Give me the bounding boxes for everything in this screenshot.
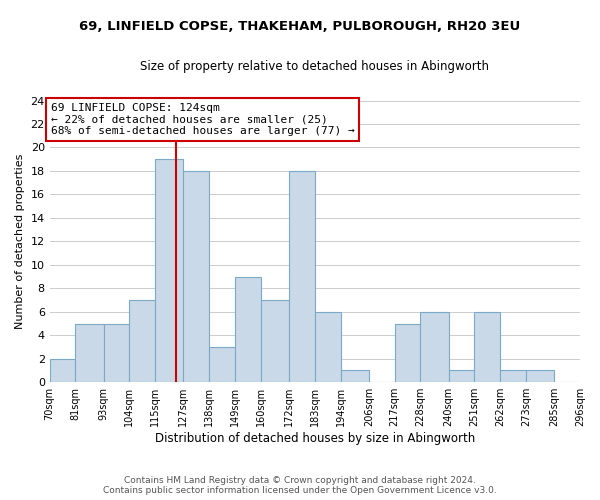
X-axis label: Distribution of detached houses by size in Abingworth: Distribution of detached houses by size … (155, 432, 475, 445)
Bar (209, 347, 235, 382)
Bar (341, 370, 369, 382)
Bar (155, 159, 184, 382)
Bar (421, 312, 449, 382)
Bar (315, 312, 341, 382)
Bar (500, 370, 526, 382)
Bar (289, 171, 315, 382)
Bar (475, 312, 500, 382)
Bar (395, 324, 421, 382)
Bar (130, 300, 155, 382)
Bar (104, 324, 130, 382)
Bar (184, 171, 209, 382)
Y-axis label: Number of detached properties: Number of detached properties (15, 154, 25, 329)
Text: 69, LINFIELD COPSE, THAKEHAM, PULBOROUGH, RH20 3EU: 69, LINFIELD COPSE, THAKEHAM, PULBOROUGH… (79, 20, 521, 33)
Title: Size of property relative to detached houses in Abingworth: Size of property relative to detached ho… (140, 60, 490, 73)
Text: 69 LINFIELD COPSE: 124sqm
← 22% of detached houses are smaller (25)
68% of semi-: 69 LINFIELD COPSE: 124sqm ← 22% of detac… (51, 103, 355, 136)
Bar (235, 276, 261, 382)
Bar (76, 324, 104, 382)
Bar (449, 370, 475, 382)
Text: Contains HM Land Registry data © Crown copyright and database right 2024.
Contai: Contains HM Land Registry data © Crown c… (103, 476, 497, 495)
Bar (261, 300, 289, 382)
Bar (526, 370, 554, 382)
Bar (50, 358, 76, 382)
